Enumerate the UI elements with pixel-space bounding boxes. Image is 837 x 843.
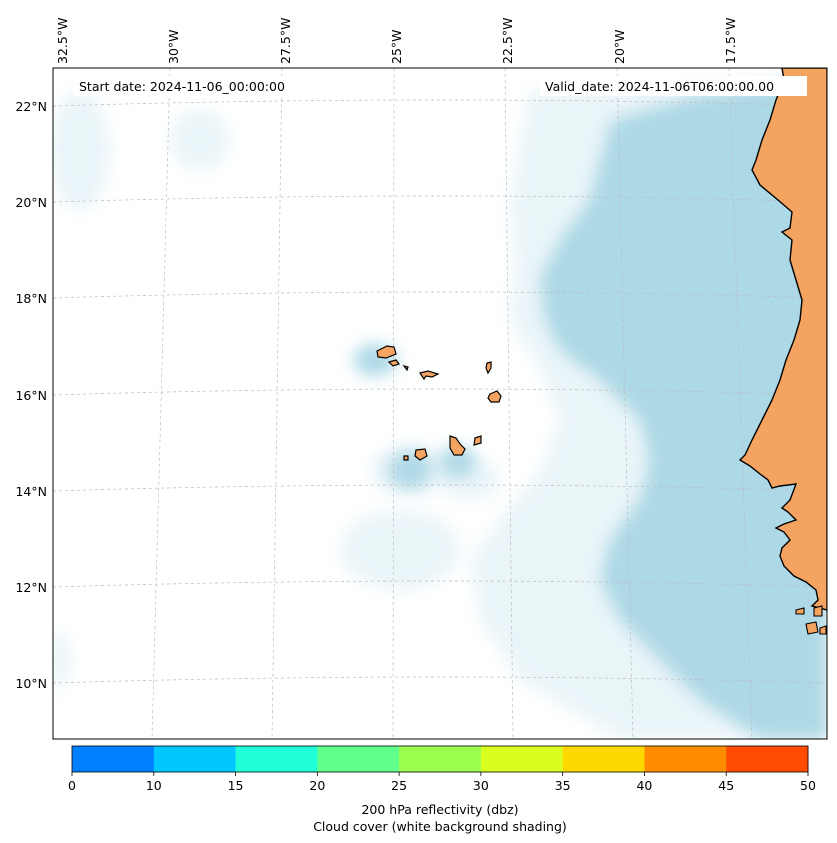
lat-label-20N: 20°N: [15, 195, 47, 210]
parallel-20N: [53, 195, 827, 203]
island-brava: [403, 455, 409, 461]
lat-label-10N: 10°N: [15, 676, 47, 691]
colorbar-ticks: 0 10 15 20 25 30 35 40 45 50: [68, 772, 816, 793]
colorbar-tick-label: 0: [68, 778, 76, 793]
colorbar-segment: [726, 746, 809, 772]
africa-land: [738, 68, 827, 611]
colorbar-tick-label: 30: [473, 778, 489, 793]
colorbar-segment: [399, 746, 482, 772]
parallel-22N: [53, 99, 827, 107]
colorbar-segment: [317, 746, 400, 772]
meridian-20W: [616, 68, 634, 739]
bissagos-islands: [795, 605, 827, 635]
island-boa-vista: [487, 390, 502, 403]
cape-verde-islands: [376, 345, 502, 461]
colorbar-segment: [644, 746, 727, 772]
colorbar-label-line1: 200 hPa reflectivity (dbz): [361, 802, 518, 817]
start-date-box: [73, 76, 313, 96]
colorbar-segment: [153, 746, 237, 772]
parallel-14N: [53, 484, 827, 492]
lon-label-27-5W: 27.5°W: [278, 18, 293, 64]
colorbar-segment: [72, 746, 155, 772]
meridian-17-5W: [728, 68, 753, 739]
meridian-27-5W: [271, 68, 283, 739]
island-santa-luzia: [402, 365, 409, 372]
lon-label-25W: 25°W: [389, 29, 404, 64]
colorbar-tick-label: 40: [636, 778, 652, 793]
meridian-30W: [151, 68, 171, 739]
gridlines: [53, 68, 827, 739]
valid-date-label: Valid_date: 2024-11-06T06:00:00.00: [545, 79, 774, 94]
colorbar: 0 10 15 20 25 30 35 40 45 50 200 hPa reflectivity…: [68, 745, 816, 834]
lon-label-20W: 20°W: [612, 29, 627, 64]
colorbar-tick-label: 35: [555, 778, 571, 793]
parallel-18N: [53, 291, 827, 299]
meridian-22-5W: [504, 68, 514, 739]
cloud-cover-shading: [353, 80, 827, 739]
island-sal: [485, 361, 492, 375]
lat-label-22N: 22°N: [15, 99, 47, 114]
lon-label-30W: 30°W: [166, 29, 181, 64]
colorbar-segment: [562, 746, 645, 772]
map-frame: [52, 67, 828, 740]
island-sao-vicente: [387, 359, 400, 367]
parallel-10N: [53, 676, 827, 684]
valid-date-box: [540, 76, 807, 96]
island-fogo: [414, 448, 428, 461]
island-santiago: [449, 435, 466, 456]
lon-label-22-5W: 22.5°W: [500, 18, 515, 64]
lat-label-14N: 14°N: [15, 484, 47, 499]
colorbar-label-line2: Cloud cover (white background shading): [313, 819, 567, 834]
lat-label-18N: 18°N: [15, 291, 47, 306]
colorbar-segment: [480, 746, 564, 772]
island-maio: [473, 435, 482, 446]
colorbar-tick-label: 25: [391, 778, 407, 793]
colorbar-tick-label: 15: [228, 778, 244, 793]
latitude-labels: 22°N 20°N 18°N 16°N 14°N 12°N 10°N: [15, 99, 47, 691]
lat-label-12N: 12°N: [15, 580, 47, 595]
island-sao-nicolau: [419, 370, 440, 381]
map-panel: Start date: 2024-11-06_00:00:00 Valid_da…: [53, 68, 827, 739]
colorbar-segments: [72, 746, 809, 772]
lon-label-32-5W: 32.5°W: [55, 18, 70, 64]
colorbar-frame: [71, 745, 809, 773]
colorbar-tick-label: 10: [146, 778, 162, 793]
longitude-labels: 32.5°W 30°W 27.5°W 25°W 22.5°W 20°W 17.5…: [55, 18, 738, 64]
start-date-label: Start date: 2024-11-06_00:00:00: [79, 79, 285, 94]
lat-label-16N: 16°N: [15, 388, 47, 403]
colorbar-segment: [235, 746, 318, 772]
lon-label-17-5W: 17.5°W: [723, 18, 738, 64]
meridian-25W: [392, 68, 395, 739]
colorbar-tick-label: 50: [800, 778, 816, 793]
parallel-16N: [53, 388, 827, 396]
colorbar-tick-label: 20: [309, 778, 325, 793]
island-santo-antao: [376, 345, 397, 359]
colorbar-tick-label: 45: [718, 778, 734, 793]
parallel-12N: [53, 580, 827, 588]
